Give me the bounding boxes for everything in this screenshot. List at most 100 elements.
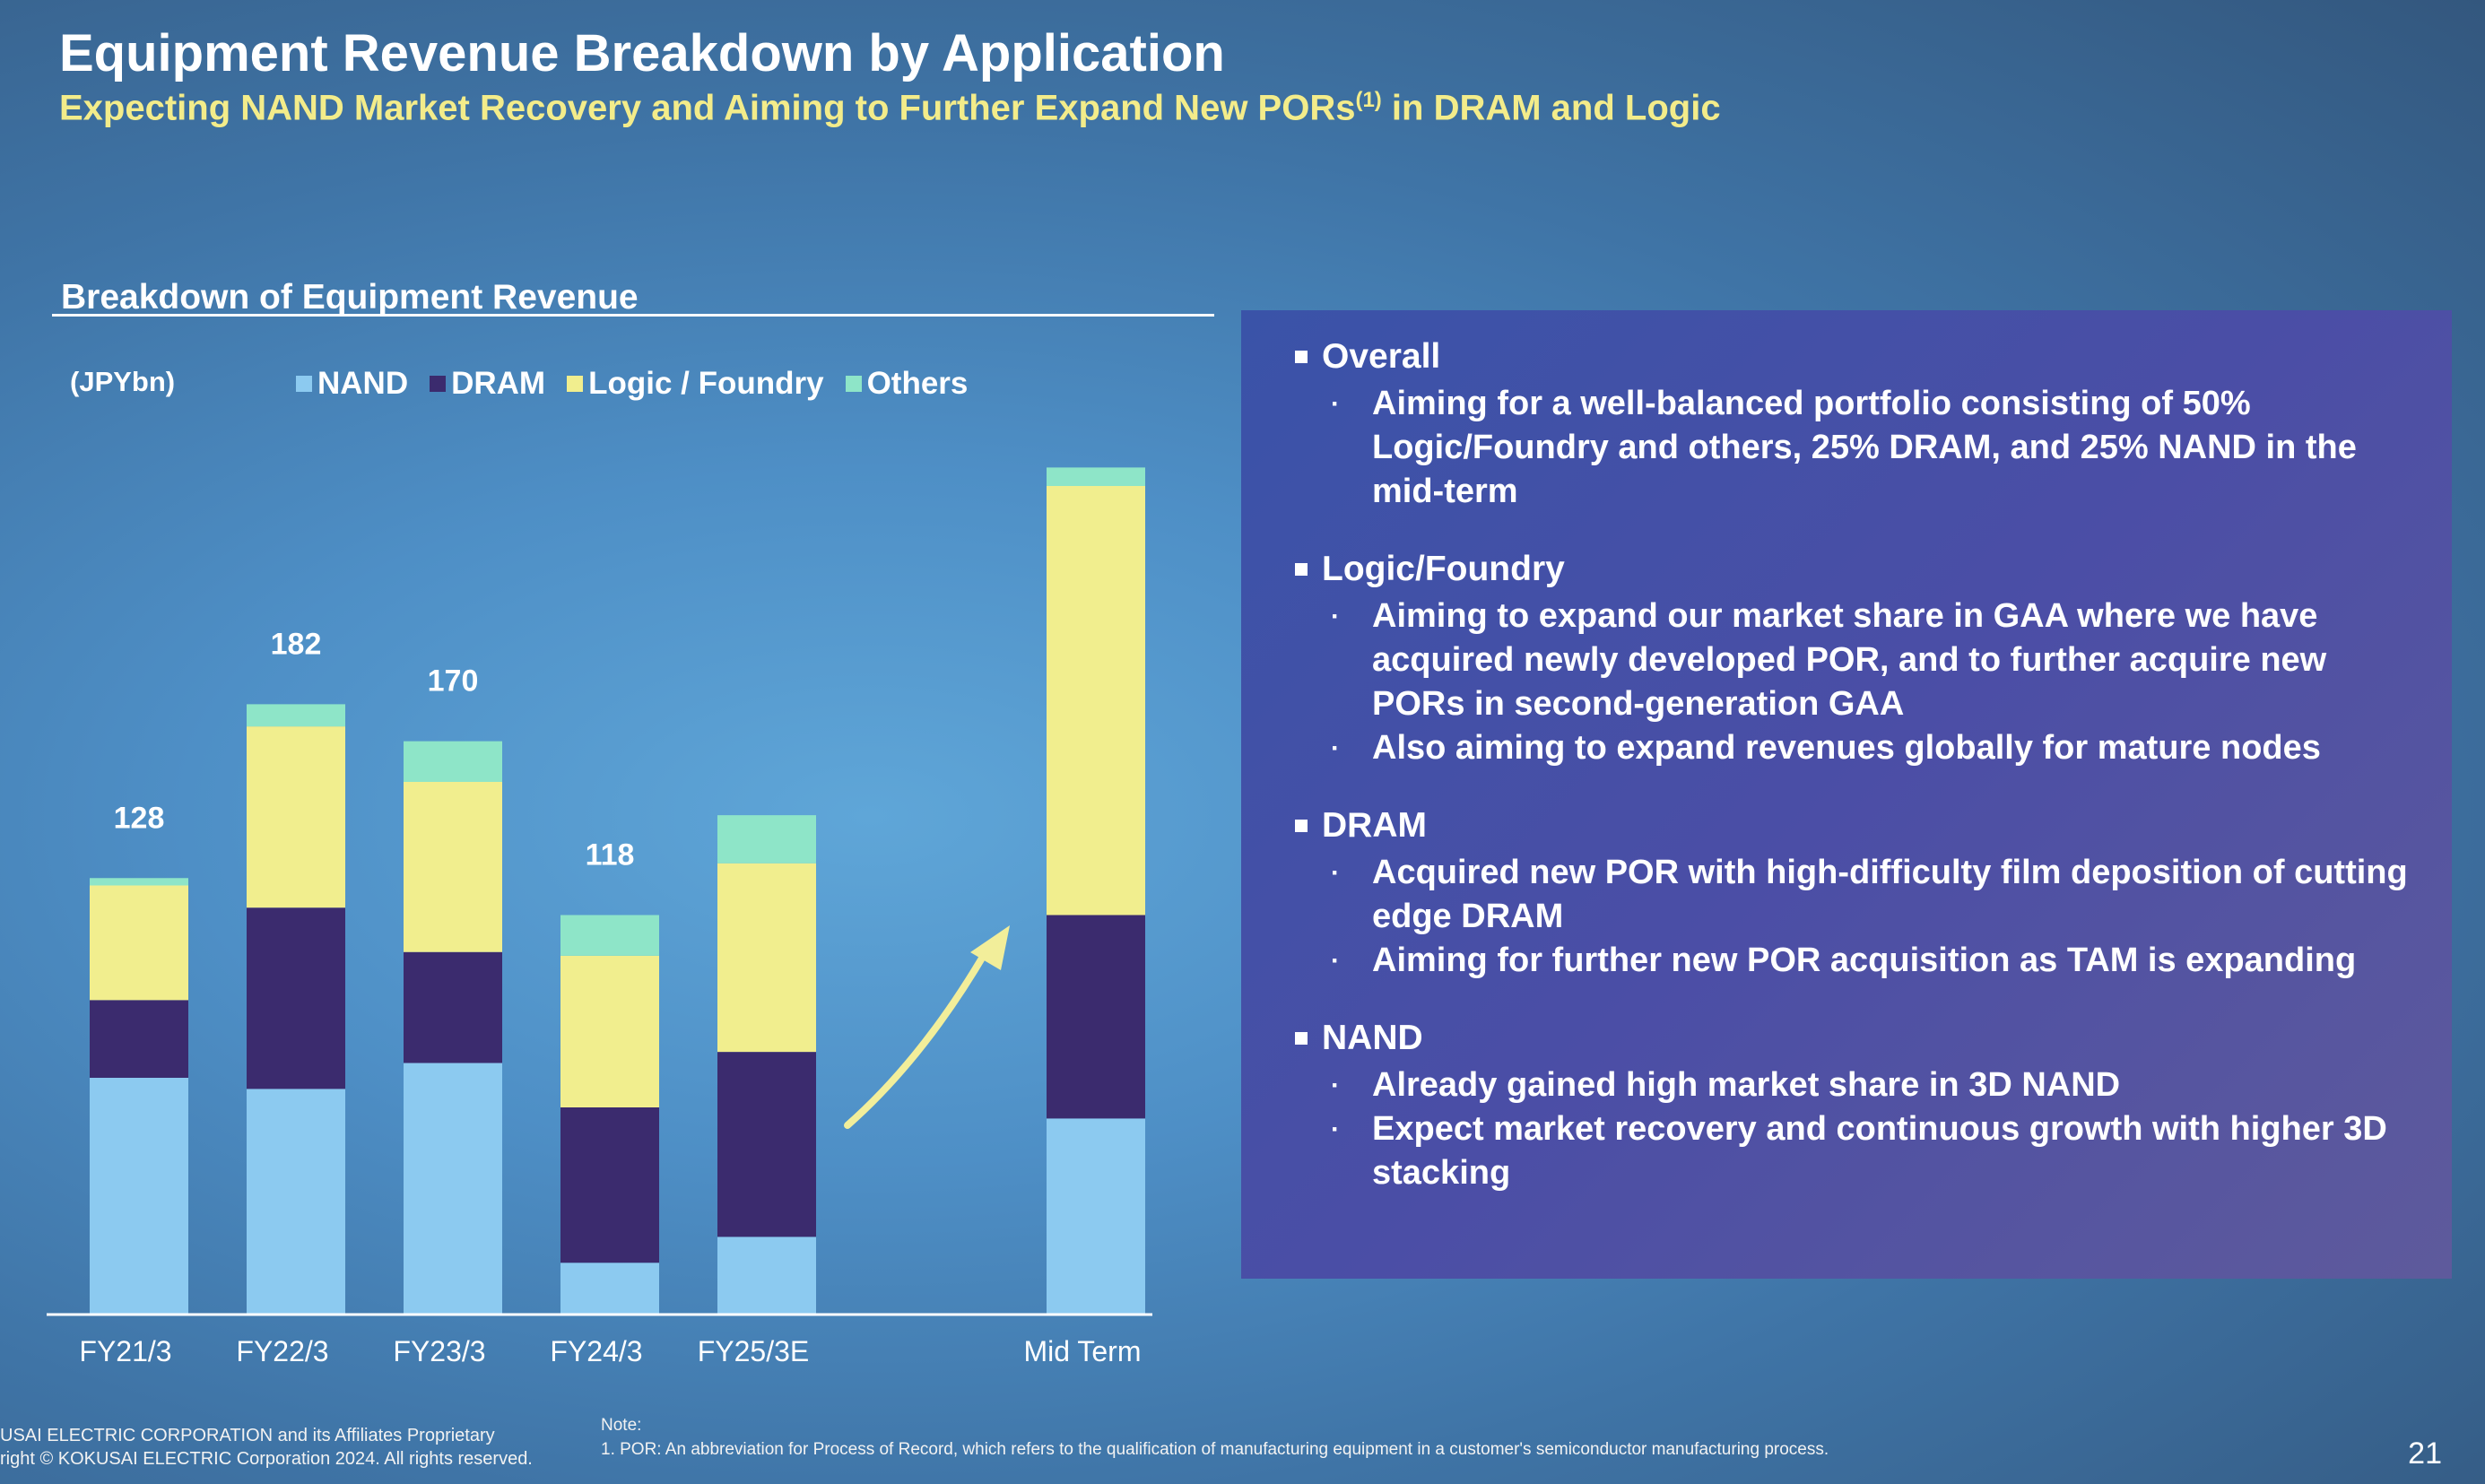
footer-proprietary: USAI ELECTRIC CORPORATION and its Affili… — [0, 1424, 533, 1471]
chart-unit-label: (JPYbn) — [70, 366, 176, 397]
subtitle-main: Expecting NAND Market Recovery and Aimin… — [59, 88, 1356, 128]
bar-segment-logic-foundry — [247, 726, 345, 908]
legend-label-logic-foundry: Logic / Foundry — [588, 366, 824, 401]
bar-segment-dram — [560, 1107, 659, 1263]
bar-segment-others — [560, 915, 659, 956]
legend-item-others: Others — [845, 366, 969, 402]
section-overall: Overall · Aiming for a well-balanced port… — [1295, 337, 2416, 514]
square-bullet-icon — [1295, 1032, 1308, 1045]
bar-segment-others — [90, 878, 188, 886]
legend-label-dram: DRAM — [451, 366, 546, 401]
footer-note-text: 1. POR: An abbreviation for Process of R… — [601, 1440, 1829, 1459]
bullet-item: · Aiming to expand our market share in GA… — [1295, 594, 2416, 726]
dot-bullet-icon: · — [1331, 858, 1340, 888]
section-heading-overall: Overall — [1295, 337, 2416, 377]
x-tick-label: FY23/3 — [393, 1335, 485, 1367]
bar-segment-nand — [90, 1078, 188, 1315]
bar-segment-logic-foundry — [404, 782, 502, 952]
bar-segment-dram — [90, 1000, 188, 1078]
bar-segment-others — [247, 704, 345, 727]
dot-bullet-icon: · — [1331, 1071, 1340, 1100]
chart-legend: NAND DRAM Logic / Foundry Others — [296, 366, 968, 402]
total-label: 182 — [271, 627, 322, 661]
total-label: 128 — [114, 801, 165, 835]
x-tick-label: FY24/3 — [550, 1335, 642, 1367]
section-heading-nand: NAND — [1295, 1019, 2416, 1058]
dot-bullet-icon: · — [1331, 389, 1340, 419]
dot-bullet-icon: · — [1331, 1115, 1340, 1144]
subtitle-tail: in DRAM and Logic — [1381, 88, 1721, 128]
legend-item-logic-foundry: Logic / Foundry — [567, 366, 824, 402]
bullet-item: · Aiming for a well-balanced portfolio co… — [1295, 382, 2416, 514]
subtitle-footnote-mark: (1) — [1355, 88, 1382, 112]
bullet-text: Already gained high market share in 3D N… — [1372, 1066, 2121, 1104]
total-label: 118 — [586, 838, 635, 872]
bar-segment-nand — [560, 1263, 659, 1315]
section-dram: DRAM · Acquired new POR with high-difficu… — [1295, 806, 2416, 983]
bullet-item: · Acquired new POR with high-difficulty f… — [1295, 851, 2416, 939]
chart-title-underline — [52, 314, 1214, 317]
bar-segment-dram — [1047, 915, 1145, 1119]
x-tick-label: FY22/3 — [236, 1335, 328, 1367]
total-label: 170 — [428, 664, 479, 699]
bar-segment-logic-foundry — [90, 885, 188, 1001]
bullet-text: Aiming to expand our market share in GAA… — [1372, 597, 2327, 723]
bar-segment-dram — [247, 907, 345, 1089]
legend-item-nand: NAND — [296, 366, 408, 402]
bullet-text: Expect market recovery and continuous gr… — [1372, 1110, 2387, 1192]
growth-arrowhead-icon — [970, 925, 1010, 970]
growth-arrow — [844, 947, 990, 1129]
footer-proprietary-line1: USAI ELECTRIC CORPORATION and its Affili… — [0, 1426, 495, 1445]
dot-bullet-icon: · — [1331, 946, 1340, 976]
section-title-logic-foundry: Logic/Foundry — [1322, 550, 1565, 588]
dot-bullet-icon: · — [1331, 733, 1340, 763]
legend-swatch-others — [845, 376, 862, 392]
section-heading-logic-foundry: Logic/Foundry — [1295, 550, 2416, 589]
footer-note: Note: 1. POR: An abbreviation for Proces… — [601, 1413, 1829, 1462]
bar-segment-logic-foundry — [1047, 486, 1145, 916]
square-bullet-icon — [1295, 351, 1308, 363]
bullet-text: Aiming for a well-balanced portfolio con… — [1372, 385, 2357, 510]
section-heading-dram: DRAM — [1295, 806, 2416, 846]
chart-title: Breakdown of Equipment Revenue — [61, 278, 639, 317]
section-title-dram: DRAM — [1322, 806, 1427, 845]
bar-segment-nand — [1047, 1118, 1145, 1315]
legend-label-others: Others — [866, 366, 969, 401]
bar-segment-logic-foundry — [560, 955, 659, 1107]
bar-segment-others — [1047, 467, 1145, 486]
bar-segment-dram — [404, 951, 502, 1063]
bar-segment-others — [717, 815, 816, 863]
legend-label-nand: NAND — [317, 366, 409, 401]
bullet-text: Acquired new POR with high-difficulty fi… — [1372, 854, 2408, 935]
legend-swatch-nand — [296, 376, 312, 392]
slide-subtitle: Expecting NAND Market Recovery and Aimin… — [59, 88, 1721, 128]
slide-title: Equipment Revenue Breakdown by Applicati… — [59, 24, 1225, 82]
bar-segment-nand — [404, 1063, 502, 1315]
bullet-text: Aiming for further new POR acquisition a… — [1372, 942, 2357, 979]
bullet-item: · Expect market recovery and continuous g… — [1295, 1107, 2416, 1195]
legend-swatch-logic-foundry — [567, 376, 584, 392]
legend-item-dram: DRAM — [430, 366, 545, 402]
commentary-panel: Overall · Aiming for a well-balanced port… — [1241, 310, 2452, 1279]
dot-bullet-icon: · — [1331, 602, 1340, 631]
square-bullet-icon — [1295, 820, 1308, 832]
bar-segment-nand — [717, 1237, 816, 1315]
bullet-text: Also aiming to expand revenues globally … — [1372, 729, 2321, 767]
bar-segment-others — [404, 741, 502, 782]
bar-segment-nand — [247, 1089, 345, 1315]
bullet-item: · Aiming for further new POR acquisition … — [1295, 939, 2416, 983]
x-tick-label: FY21/3 — [79, 1335, 171, 1367]
section-logic-foundry: Logic/Foundry · Aiming to expand our mark… — [1295, 550, 2416, 770]
bar-segment-logic-foundry — [717, 863, 816, 1053]
square-bullet-icon — [1295, 563, 1308, 576]
section-title-nand: NAND — [1322, 1019, 1423, 1057]
footer-note-label: Note: — [601, 1416, 642, 1435]
x-tick-label: FY25/3E — [698, 1335, 810, 1367]
footer-copyright: right © KOKUSAI ELECTRIC Corporation 202… — [0, 1449, 533, 1469]
section-nand: NAND · Already gained high market share i… — [1295, 1019, 2416, 1195]
legend-swatch-dram — [430, 376, 447, 392]
page-number: 21 — [2408, 1436, 2442, 1471]
x-tick-label: Mid Term — [1024, 1335, 1142, 1367]
bar-segment-dram — [717, 1052, 816, 1237]
section-title-overall: Overall — [1322, 337, 1441, 376]
